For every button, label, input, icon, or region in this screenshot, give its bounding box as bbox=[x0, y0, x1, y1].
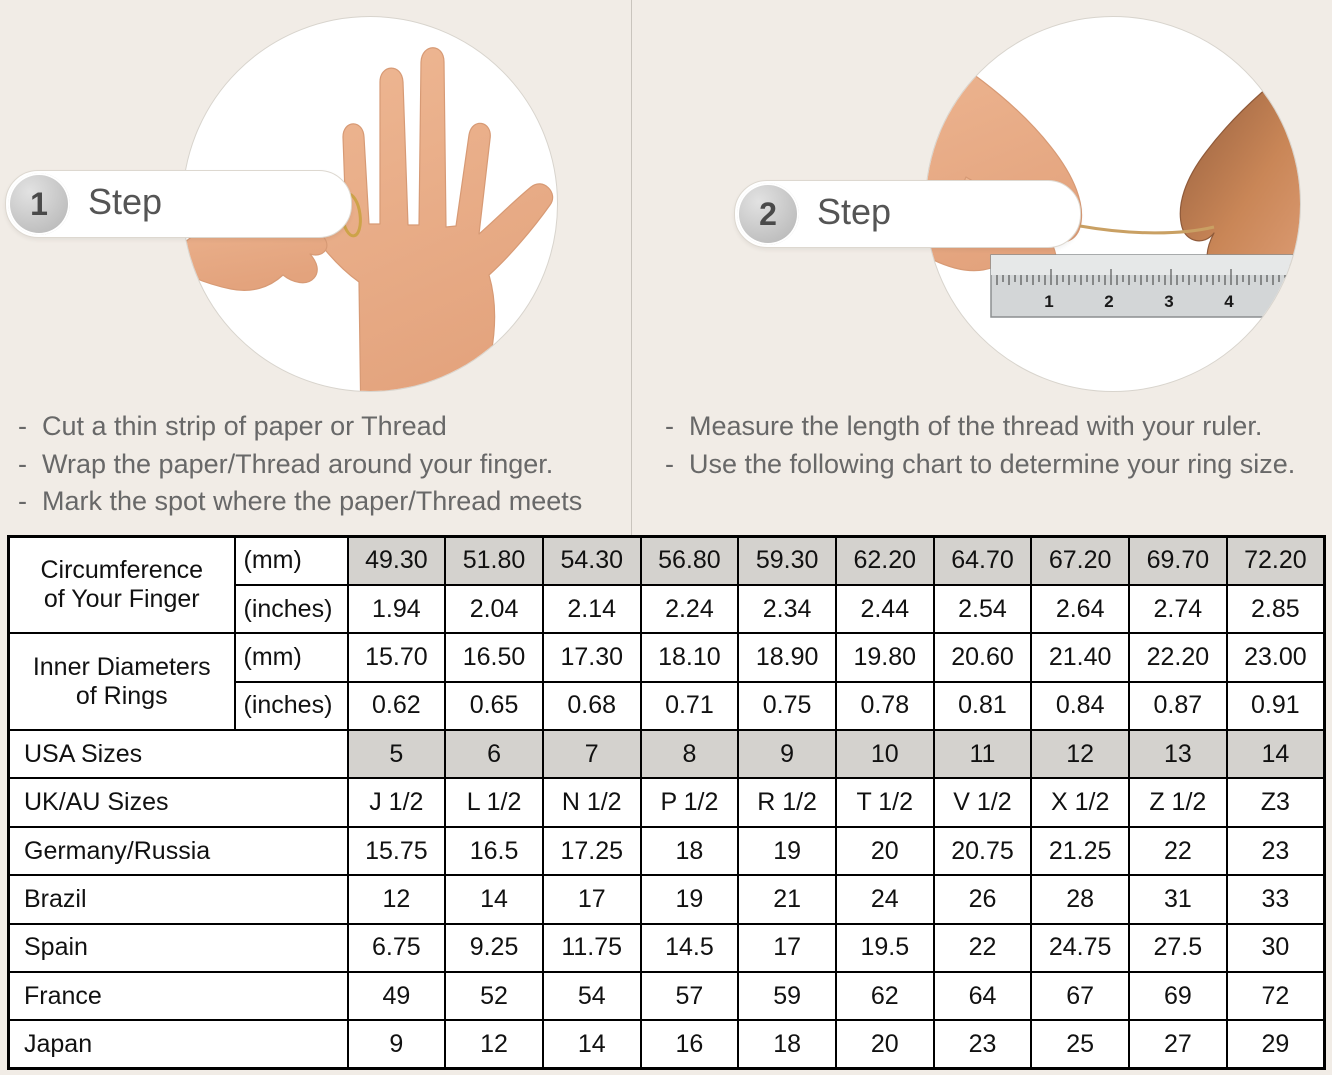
svg-text:2: 2 bbox=[1104, 292, 1113, 311]
svg-text:1: 1 bbox=[1044, 292, 1053, 311]
svg-text:3: 3 bbox=[1164, 292, 1173, 311]
svg-text:4: 4 bbox=[1224, 292, 1234, 311]
